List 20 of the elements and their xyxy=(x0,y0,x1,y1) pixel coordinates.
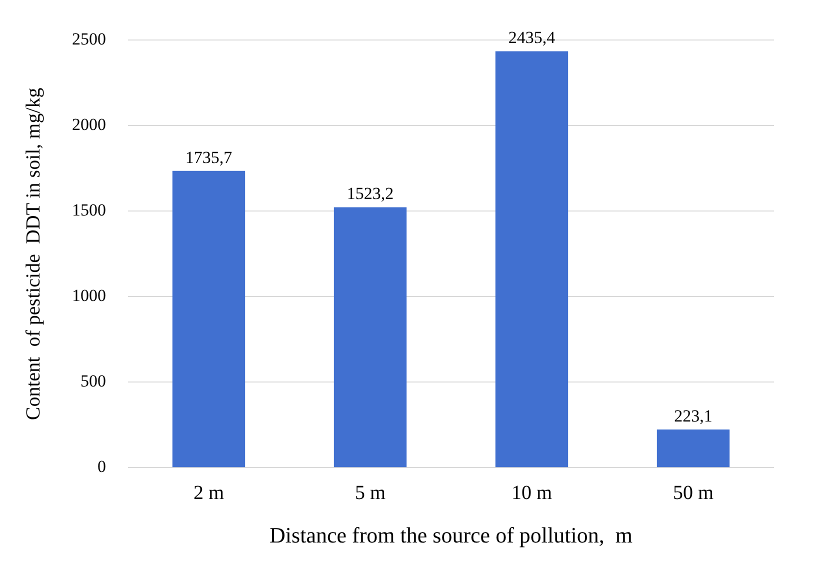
bar xyxy=(172,170,246,468)
y-tick-label: 1000 xyxy=(72,286,106,306)
data-label: 1523,2 xyxy=(346,184,394,204)
y-tick-label: 2000 xyxy=(72,115,106,134)
y-tick-label: 2500 xyxy=(72,30,106,49)
x-tick-label: 10 m xyxy=(511,482,552,504)
x-axis-title: Distance from the source of pollution, m xyxy=(270,522,632,548)
x-tick-label: 2 m xyxy=(193,482,224,504)
bar xyxy=(656,429,730,468)
y-tick-label: 1500 xyxy=(72,200,106,220)
data-label: 223,1 xyxy=(674,406,712,426)
y-axis-title: Content of pesticide DDT in soil, mg/kg xyxy=(22,88,44,420)
bar xyxy=(334,207,407,468)
x-tick-label: 5 m xyxy=(354,482,386,504)
x-tick-label: 50 m xyxy=(672,482,714,504)
y-tick-label: 500 xyxy=(80,372,106,391)
bar xyxy=(495,51,568,468)
data-label: 1735,7 xyxy=(185,148,233,167)
y-tick-label: 0 xyxy=(98,457,106,476)
data-label: 2435,4 xyxy=(508,28,556,48)
